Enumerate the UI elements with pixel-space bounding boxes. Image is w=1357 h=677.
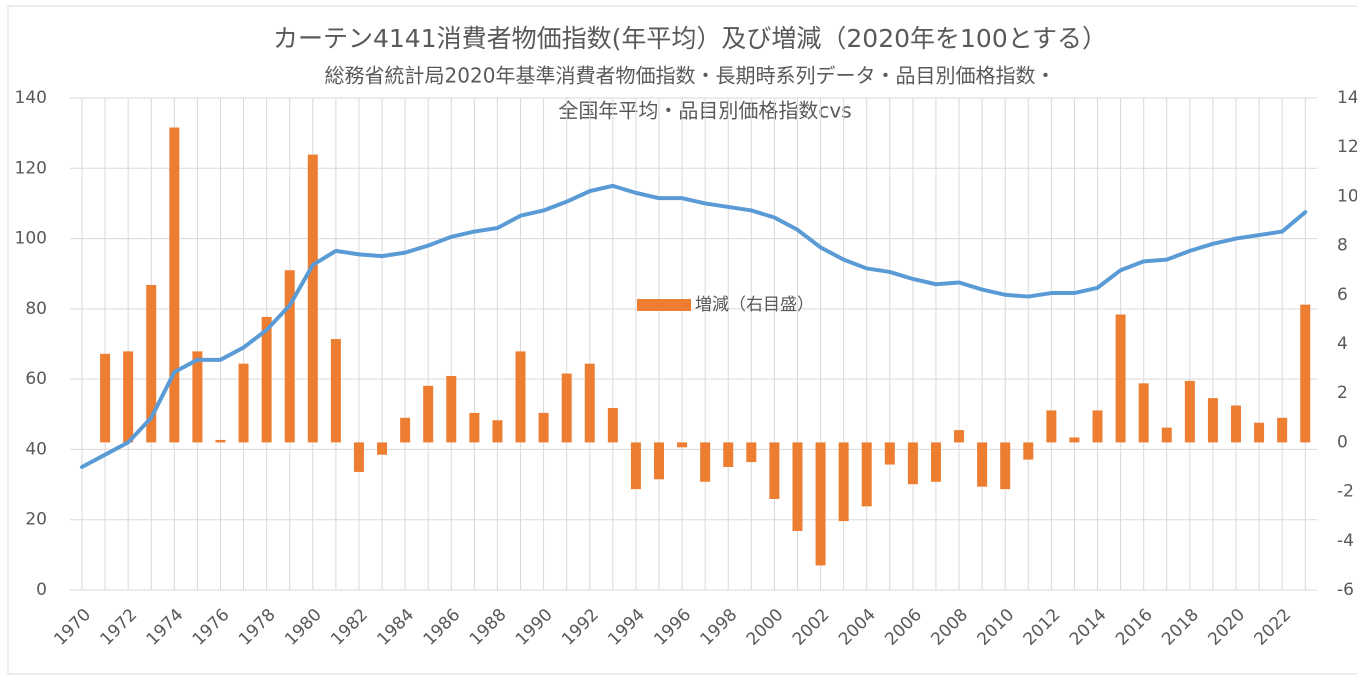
bar	[1231, 405, 1241, 443]
bar	[907, 442, 918, 485]
bar	[146, 284, 157, 443]
y2-tick-label: -6	[1337, 580, 1354, 600]
bar	[1254, 422, 1265, 443]
bar	[538, 412, 549, 443]
bar	[169, 127, 180, 443]
bar	[584, 363, 595, 443]
bar	[630, 442, 641, 490]
bar	[1046, 410, 1057, 443]
bar	[100, 353, 111, 443]
bar	[1092, 410, 1103, 443]
bar	[930, 442, 941, 482]
bar	[423, 385, 434, 443]
bar	[792, 442, 803, 531]
line	[80, 183, 1308, 469]
bar	[1161, 427, 1172, 443]
y2-tick-label: 2	[1337, 383, 1348, 403]
bar	[469, 412, 480, 443]
bar	[1069, 437, 1080, 443]
y-tick-label: 140	[15, 88, 47, 108]
bar	[492, 420, 503, 443]
bar	[215, 439, 226, 443]
y2-tick-label: -2	[1337, 482, 1354, 502]
y-tick-label: 60	[25, 369, 47, 389]
y2-tick-label: 6	[1337, 285, 1348, 305]
bar	[284, 270, 295, 443]
bar	[746, 442, 757, 463]
y2-tick-label: 14	[1337, 88, 1357, 108]
bar	[861, 442, 872, 507]
chart-subtitle: 総務省統計局2020年基準消費者物価指数・長期時系列データ・品目別価格指数・	[325, 64, 1056, 88]
bar	[561, 373, 572, 443]
y-tick-label: 0	[36, 580, 47, 600]
y2-tick-label: 12	[1337, 137, 1357, 157]
bar	[1300, 304, 1311, 443]
y2-tick-label: 0	[1337, 432, 1348, 452]
bar	[769, 442, 780, 499]
bar	[838, 442, 849, 522]
bar	[238, 363, 249, 443]
bar	[192, 351, 203, 443]
y2-tick-label: 10	[1337, 186, 1357, 206]
bar	[1138, 383, 1149, 443]
y2-tick-label: -4	[1337, 531, 1354, 551]
bar	[1115, 314, 1126, 443]
y-tick-label: 40	[25, 439, 47, 459]
bar	[446, 375, 457, 443]
bar	[700, 442, 711, 482]
bar	[123, 351, 134, 443]
bar	[815, 442, 826, 566]
y-tick-label: 100	[15, 229, 47, 249]
y2-tick-label: 4	[1337, 334, 1348, 354]
bar	[954, 430, 965, 443]
bar	[607, 407, 618, 443]
bar	[1207, 398, 1218, 443]
bar	[884, 442, 895, 465]
bar	[261, 316, 272, 443]
bar	[330, 339, 341, 443]
bar	[677, 442, 688, 448]
bar	[353, 442, 364, 472]
y-tick-label: 80	[25, 299, 47, 319]
bar	[515, 351, 526, 443]
bar	[1184, 380, 1195, 443]
y-tick-label: 20	[25, 510, 47, 530]
legend-label: 増減（右目盛）	[695, 295, 814, 315]
bar	[377, 442, 388, 455]
y-tick-label: 120	[15, 158, 47, 178]
bar	[307, 154, 318, 443]
chart-title: カーテン4141消費者物価指数(年平均）及び増減（2020年を100とする）	[273, 24, 1107, 53]
bar	[1023, 442, 1034, 460]
legend-swatch	[637, 299, 691, 311]
bar	[400, 417, 411, 443]
bar	[1277, 417, 1288, 443]
bar	[977, 442, 988, 487]
bar	[1000, 442, 1011, 490]
y2-tick-label: 8	[1337, 236, 1348, 256]
bar	[723, 442, 734, 467]
bar	[654, 442, 664, 480]
